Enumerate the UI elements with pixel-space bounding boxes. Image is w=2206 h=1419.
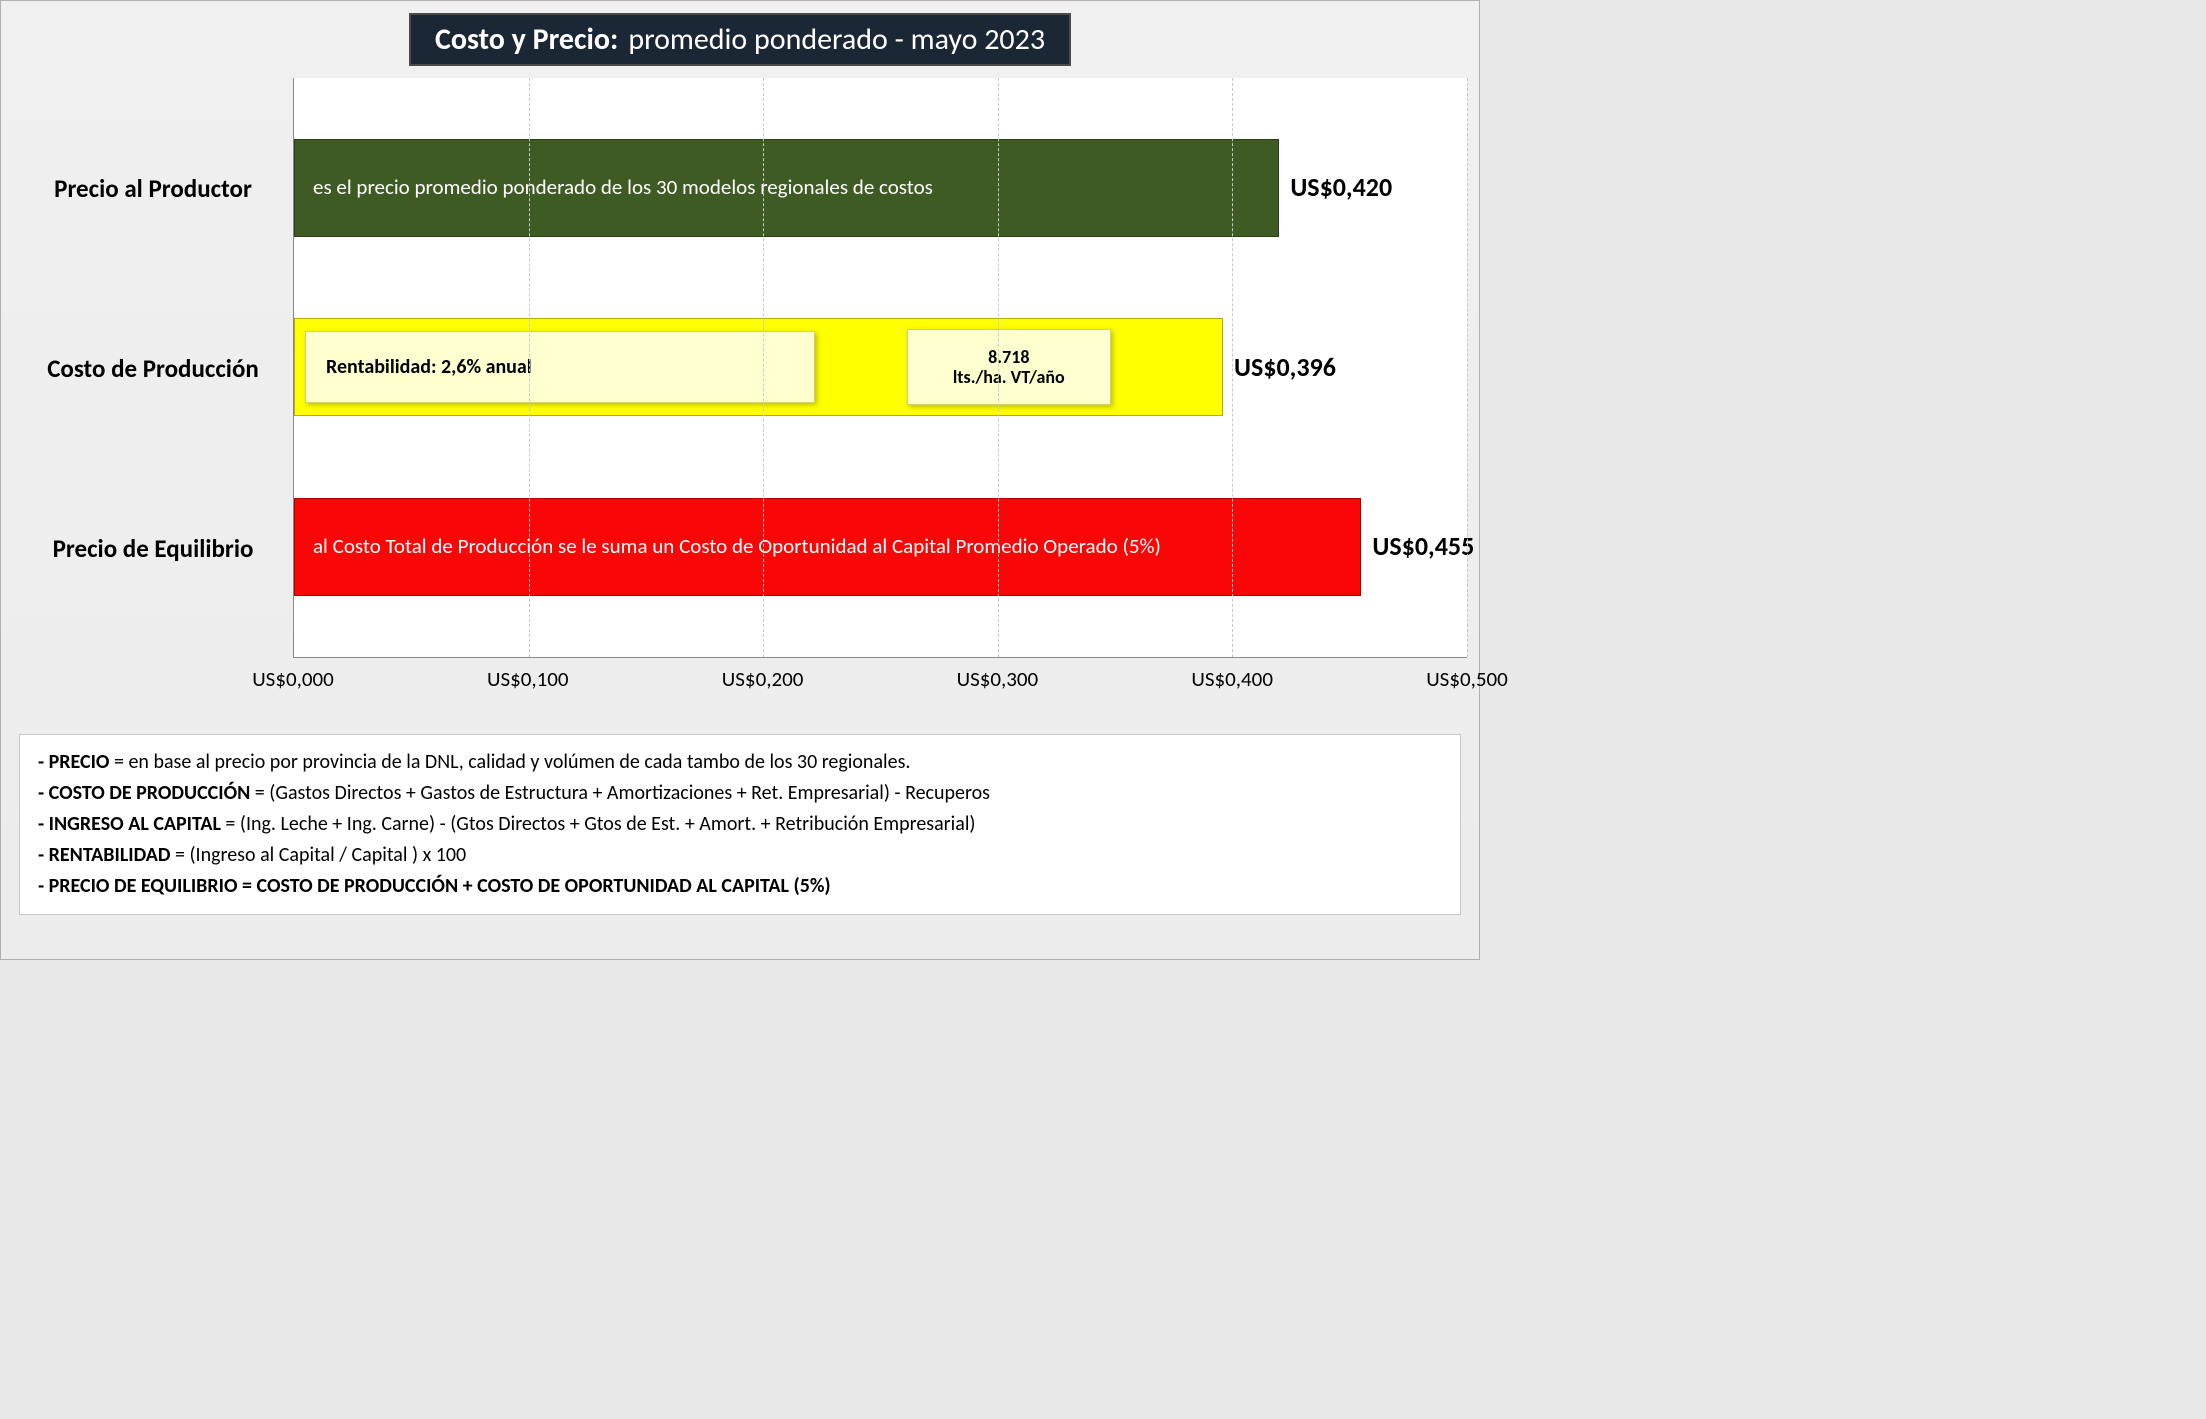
rentabilidad-text: Rentabilidad: 2,6% anual: [326, 355, 532, 379]
grid-line: [763, 78, 764, 657]
plot-area: es el precio promedio ponderado de los 3…: [293, 78, 1467, 658]
lts-line2: lts./ha. VT/año: [953, 367, 1065, 388]
x-tick: US$0,400: [1191, 666, 1273, 692]
value-precio-equilibrio: US$0,455: [1372, 530, 1474, 564]
callout-rentabilidad: Rentabilidad: 2,6% anual: [305, 331, 815, 403]
footer-definitions: - PRECIO = en base al precio por provinc…: [19, 734, 1461, 915]
title-bold: Costo y Precio:: [435, 21, 618, 58]
y-label-precio-productor: Precio al Productor: [13, 173, 293, 204]
x-tick: US$0,300: [957, 666, 1039, 692]
x-tick: US$0,500: [1426, 666, 1508, 692]
grid-line: [1232, 78, 1233, 657]
page: Costo y Precio: promedio ponderado - may…: [0, 0, 1480, 960]
y-axis-labels: Precio al Productor Costo de Producción …: [13, 78, 293, 658]
lts-line1: 8.718: [988, 347, 1029, 368]
bar-costo-produccion: Rentabilidad: 2,6% anual 8.718 lts./ha. …: [294, 318, 1223, 416]
x-tick: US$0,100: [487, 666, 569, 692]
x-tick: US$0,000: [252, 666, 334, 692]
footer-line-precio: - PRECIO = en base al precio por provinc…: [38, 747, 1442, 778]
bar-desc-precio-productor: es el precio promedio ponderado de los 3…: [313, 174, 933, 201]
x-axis-ticks: US$0,000US$0,100US$0,200US$0,300US$0,400…: [293, 666, 1467, 698]
callout-lts: 8.718 lts./ha. VT/año: [907, 329, 1111, 405]
chart-area: Precio al Productor Costo de Producción …: [13, 78, 1467, 658]
y-label-costo-produccion: Costo de Producción: [13, 353, 293, 384]
footer-line-rentabilidad: - RENTABILIDAD = (Ingreso al Capital / C…: [38, 840, 1442, 871]
bar-precio-equilibrio: al Costo Total de Producción se le suma …: [294, 498, 1361, 596]
value-costo-produccion: US$0,396: [1234, 351, 1336, 383]
bar-precio-productor: es el precio promedio ponderado de los 3…: [294, 139, 1279, 237]
title-subtitle: promedio ponderado - mayo 2023: [628, 21, 1045, 58]
footer-line-costo: - COSTO DE PRODUCCIÓN = (Gastos Directos…: [38, 778, 1442, 809]
y-label-precio-equilibrio: Precio de Equilibrio: [13, 533, 293, 564]
footer-line-ingreso: - INGRESO AL CAPITAL = (Ing. Leche + Ing…: [38, 809, 1442, 840]
x-axis: US$0,000US$0,100US$0,200US$0,300US$0,400…: [293, 666, 1467, 698]
footer-line-equilibrio: - PRECIO DE EQUILIBRIO = COSTO DE PRODUC…: [38, 871, 1442, 902]
chart-title: Costo y Precio: promedio ponderado - may…: [409, 13, 1071, 66]
grid-line: [998, 78, 999, 657]
x-tick: US$0,200: [722, 666, 804, 692]
value-precio-productor: US$0,420: [1290, 171, 1392, 205]
bar-desc-precio-equilibrio: al Costo Total de Producción se le suma …: [313, 533, 1161, 560]
grid-line: [1467, 78, 1468, 657]
grid-line: [529, 78, 530, 657]
